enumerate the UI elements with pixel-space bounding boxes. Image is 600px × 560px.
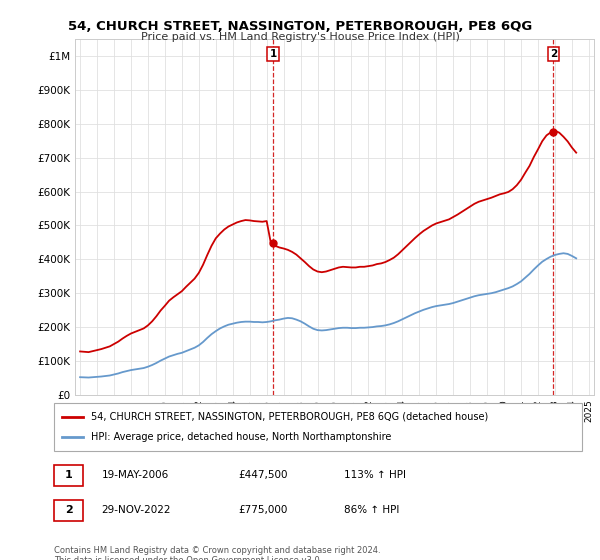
FancyBboxPatch shape	[54, 500, 83, 521]
Text: Contains HM Land Registry data © Crown copyright and database right 2024.
This d: Contains HM Land Registry data © Crown c…	[54, 546, 380, 560]
Text: 54, CHURCH STREET, NASSINGTON, PETERBOROUGH, PE8 6QG: 54, CHURCH STREET, NASSINGTON, PETERBORO…	[68, 20, 532, 32]
Text: 113% ↑ HPI: 113% ↑ HPI	[344, 470, 406, 480]
Text: £775,000: £775,000	[239, 505, 288, 515]
Text: £447,500: £447,500	[239, 470, 288, 480]
Text: 1: 1	[65, 470, 73, 480]
Text: Price paid vs. HM Land Registry's House Price Index (HPI): Price paid vs. HM Land Registry's House …	[140, 32, 460, 43]
Text: 29-NOV-2022: 29-NOV-2022	[101, 505, 171, 515]
Text: 2: 2	[550, 49, 557, 59]
Text: 54, CHURCH STREET, NASSINGTON, PETERBOROUGH, PE8 6QG (detached house): 54, CHURCH STREET, NASSINGTON, PETERBORO…	[91, 412, 488, 422]
Text: 1: 1	[269, 49, 277, 59]
Text: 86% ↑ HPI: 86% ↑ HPI	[344, 505, 400, 515]
Text: HPI: Average price, detached house, North Northamptonshire: HPI: Average price, detached house, Nort…	[91, 432, 391, 442]
Text: 19-MAY-2006: 19-MAY-2006	[101, 470, 169, 480]
FancyBboxPatch shape	[54, 403, 582, 451]
FancyBboxPatch shape	[54, 465, 83, 486]
Text: 2: 2	[65, 505, 73, 515]
